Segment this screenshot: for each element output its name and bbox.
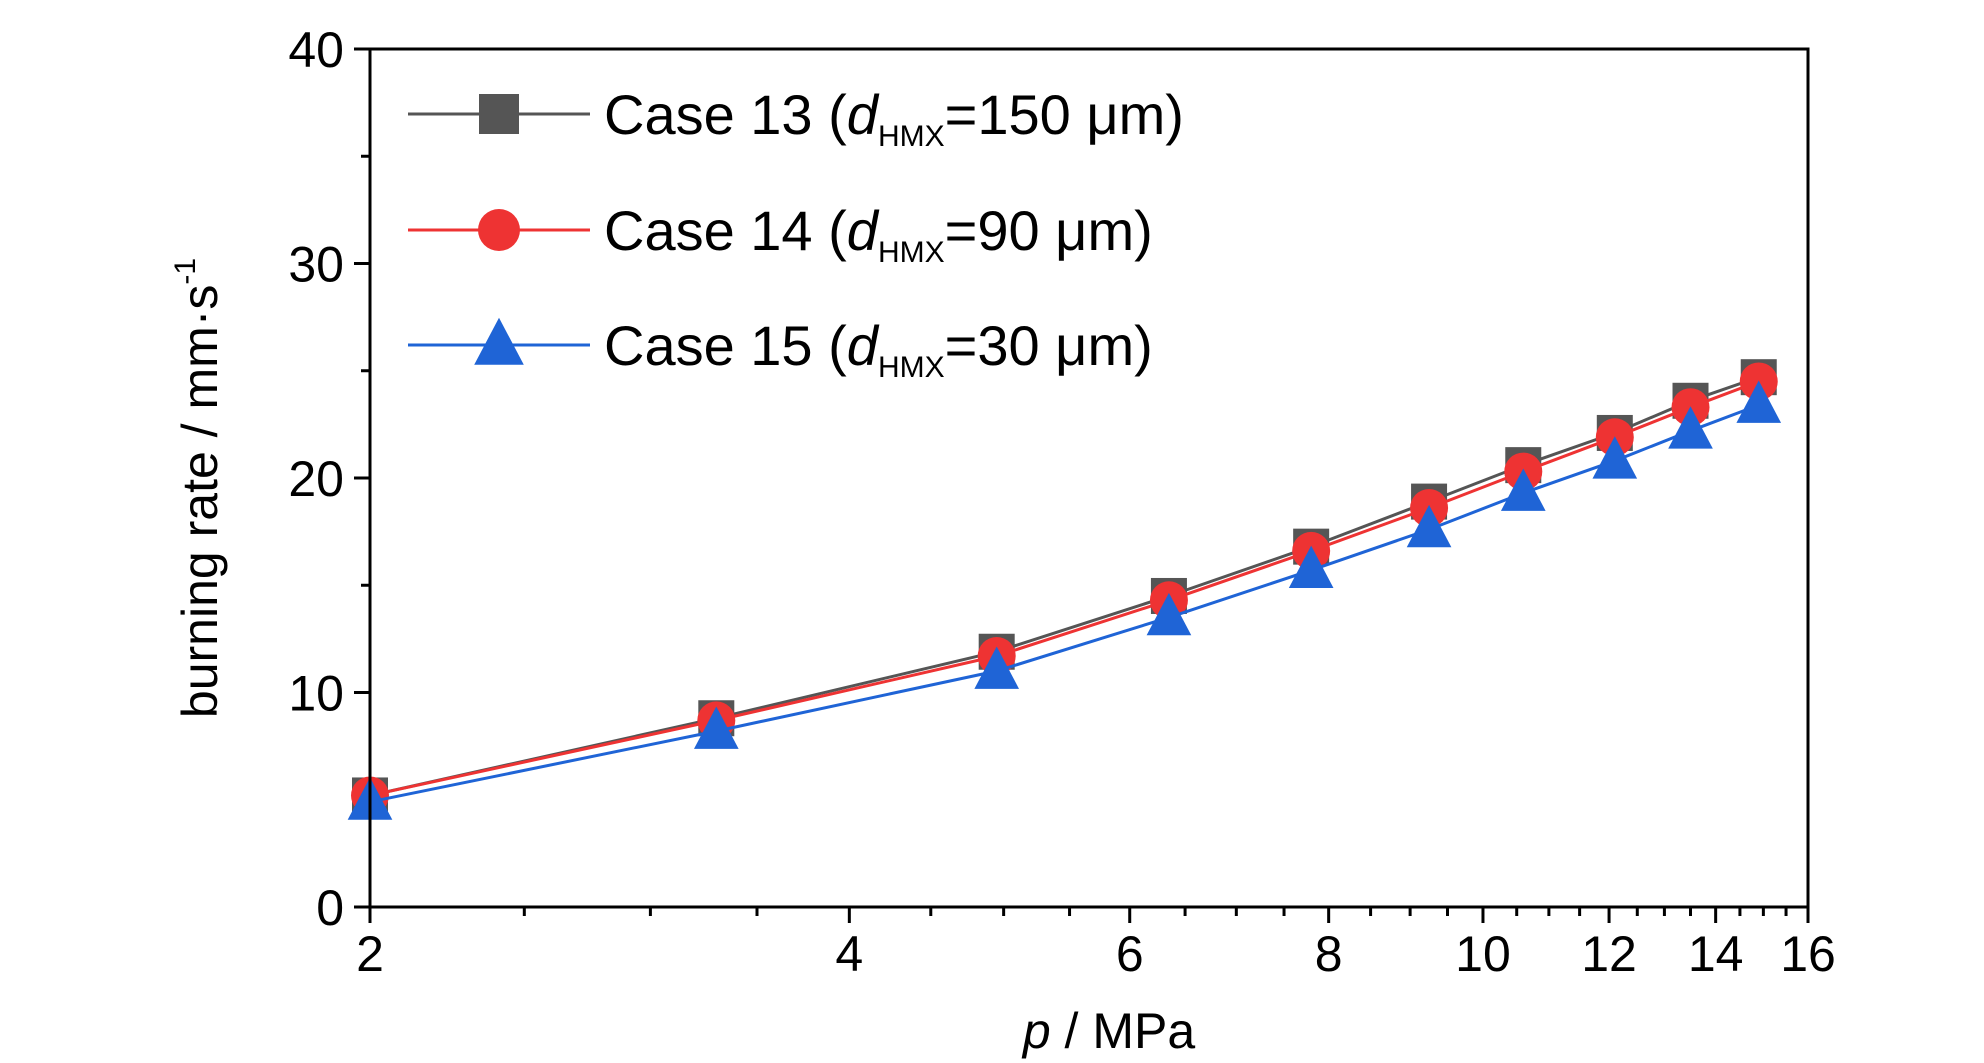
y-axis-title: burning rate / mm·s-1: [169, 258, 228, 718]
y-tick-label: 30: [288, 237, 344, 293]
x-tick-label: 16: [1780, 926, 1836, 982]
legend-label: Case 13 (dHMX=150 μm): [604, 83, 1184, 153]
data-point-triangle: [1592, 436, 1638, 479]
y-tick-label: 20: [288, 451, 344, 507]
series-2: [351, 362, 1778, 815]
legend-label-suffix: =30 μm): [945, 314, 1153, 377]
series-1: [352, 359, 1777, 814]
y-axis-title-superscript: -1: [169, 258, 202, 285]
legend-label-suffix: =150 μm): [945, 83, 1184, 146]
y-tick-label: 0: [316, 880, 344, 936]
data-point-triangle: [1406, 504, 1452, 548]
plot-frame: [368, 47, 1810, 909]
x-tick-label: 10: [1455, 926, 1511, 982]
legend-marker-square: [479, 94, 519, 134]
data-point-triangle: [1146, 592, 1192, 636]
x-axis-unit: / MPa: [1051, 1003, 1196, 1059]
data-point-triangle: [974, 646, 1020, 689]
legend-label-subscript: HMX: [878, 120, 945, 153]
legend-item: Case 14 (dHMX=90 μm): [408, 199, 1153, 269]
x-tick-label: 6: [1116, 926, 1144, 982]
legend-label-suffix: =90 μm): [945, 199, 1153, 262]
x-tick-label: 12: [1581, 926, 1637, 982]
legend-label-prefix: Case 15 (: [604, 314, 847, 377]
legend-marker-triangle: [474, 317, 524, 365]
legend-label: Case 15 (dHMX=30 μm): [604, 314, 1153, 384]
legend-item: Case 13 (dHMX=150 μm): [408, 83, 1184, 153]
major-ticks: [354, 47, 1810, 923]
legend-label-subscript: HMX: [878, 236, 945, 269]
legend-item: Case 15 (dHMX=30 μm): [408, 314, 1153, 384]
legend-label-variable: d: [847, 314, 880, 377]
legend-label-variable: d: [847, 83, 880, 146]
series-line: [369, 403, 1760, 804]
x-tick-label: 4: [835, 926, 863, 982]
series-line: [369, 380, 1760, 797]
minor-ticks: [361, 154, 1788, 916]
data-point-triangle: [1668, 406, 1713, 449]
legend: Case 13 (dHMX=150 μm)Case 14 (dHMX=90 μm…: [408, 83, 1184, 384]
data-point-triangle: [693, 706, 739, 749]
data-point-triangle: [1288, 545, 1334, 589]
legend-label-subscript: HMX: [878, 351, 945, 384]
y-axis-title-main: burning rate / mm·s: [172, 285, 228, 718]
x-axis-title: p / MPa: [1021, 1003, 1195, 1059]
series-layer: [347, 359, 1782, 820]
legend-label-prefix: Case 13 (: [604, 83, 847, 146]
x-tick-label: 14: [1688, 926, 1744, 982]
series-3: [347, 380, 1782, 820]
legend-label-prefix: Case 14 (: [604, 199, 847, 262]
data-point-triangle: [1500, 468, 1546, 511]
y-tick-label: 40: [288, 22, 344, 78]
y-tick-label: 10: [288, 666, 344, 722]
series-line: [369, 375, 1760, 797]
data-point-triangle: [1736, 380, 1782, 423]
x-tick-label: 2: [356, 926, 384, 982]
x-axis-variable: p: [1021, 1003, 1051, 1059]
tick-labels: 0 10 20 30 40 2 4 6 8 10 12 14 16: [288, 22, 1835, 982]
legend-label-variable: d: [847, 199, 880, 262]
legend-marker-circle: [478, 209, 520, 251]
x-tick-label: 8: [1315, 926, 1343, 982]
legend-label: Case 14 (dHMX=90 μm): [604, 199, 1153, 269]
